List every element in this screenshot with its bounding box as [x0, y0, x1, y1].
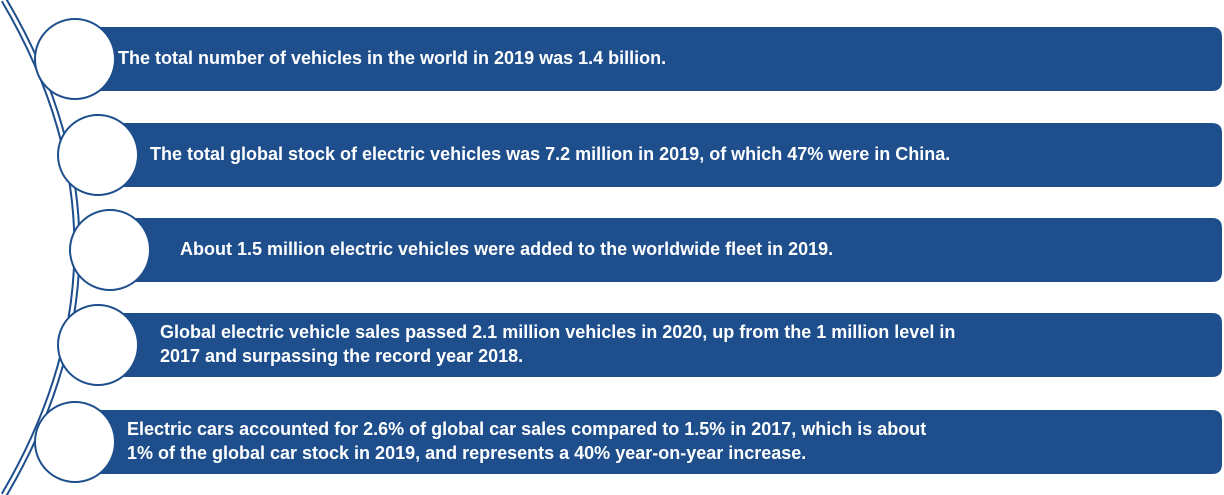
item-circle [69, 209, 151, 291]
item-bar [75, 410, 1222, 474]
item-text: Global electric vehicle sales passed 2.1… [160, 322, 955, 342]
bars [75, 27, 1222, 474]
item-circle [34, 18, 116, 100]
item-bar [75, 27, 1222, 91]
item-bar [98, 123, 1222, 187]
item-text: The total number of vehicles in the worl… [118, 48, 666, 68]
item-circle [57, 114, 139, 196]
item-text: Electric cars accounted for 2.6% of glob… [127, 419, 926, 439]
item-circle [57, 304, 139, 386]
item-bar [110, 218, 1222, 282]
item-text: 1% of the global car stock in 2019, and … [127, 443, 806, 463]
circles [34, 18, 151, 483]
item-text: About 1.5 million electric vehicles were… [180, 239, 833, 259]
item-bar [98, 313, 1222, 377]
item-text: 2017 and surpassing the record year 2018… [160, 346, 523, 366]
item-circle [34, 401, 116, 483]
texts: The total number of vehicles in the worl… [118, 48, 955, 463]
item-text: The total global stock of electric vehic… [150, 144, 950, 164]
